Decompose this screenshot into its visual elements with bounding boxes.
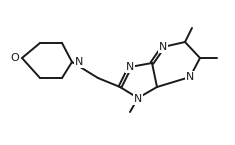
Text: N: N <box>126 62 134 72</box>
Text: N: N <box>75 57 83 67</box>
Text: N: N <box>186 72 194 82</box>
Text: N: N <box>159 42 167 52</box>
Text: N: N <box>134 94 142 104</box>
Text: O: O <box>10 53 19 63</box>
